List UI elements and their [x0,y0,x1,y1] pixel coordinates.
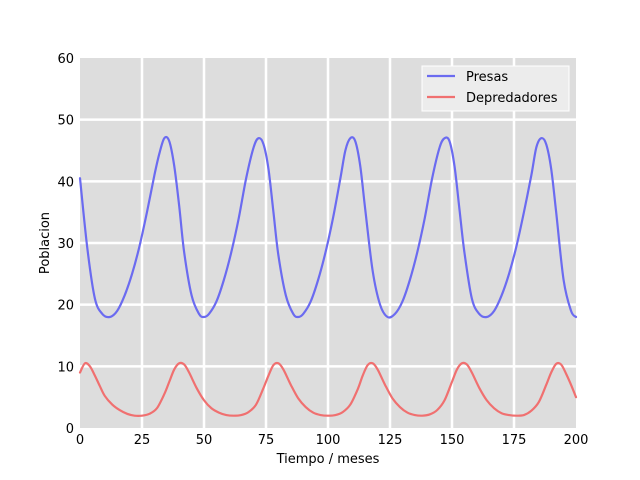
x-tick-label: 150 [440,433,465,448]
y-axis-label: Poblacion [38,212,53,274]
series-lines [78,135,578,418]
x-axis-label: Tiempo / meses [276,452,380,467]
series-line-depredadores [78,361,578,418]
x-tick-label: 175 [502,433,527,448]
y-tick-label: 10 [57,360,74,375]
y-tick-label: 20 [57,299,74,314]
legend-label-presas: Presas [466,70,508,85]
x-tick-label: 125 [378,433,403,448]
x-tick-label: 50 [196,433,213,448]
x-tick-label: 200 [564,433,589,448]
legend: Presas Depredadores [421,65,570,112]
x-tick-label: 75 [258,433,275,448]
y-tick-label: 0 [66,422,74,437]
series-line-presas [78,135,578,319]
y-tick-label: 60 [57,52,74,67]
y-tick-label: 50 [57,114,74,129]
y-tick-label: 40 [57,175,74,190]
legend-label-depredadores: Depredadores [466,91,558,106]
x-tick-label: 100 [316,433,341,448]
legend-box [421,65,570,112]
tick-labels: 0 25 50 75 100 125 150 175 200 0 10 20 30 40 50 60 [57,52,588,448]
x-tick-label: 0 [76,433,84,448]
y-tick-label: 30 [57,237,74,252]
x-tick-label: 25 [134,433,151,448]
